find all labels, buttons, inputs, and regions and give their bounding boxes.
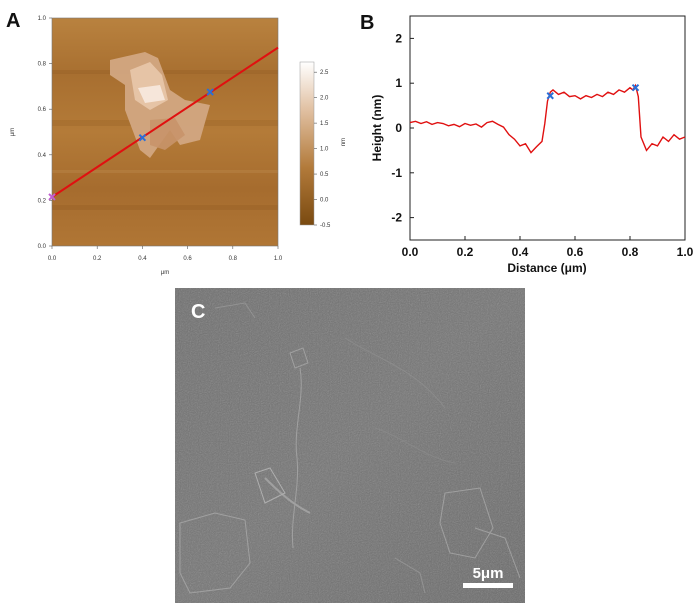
plot-frame: [409, 15, 686, 241]
colorbar-tick-label: 2.5: [320, 70, 329, 76]
afm-y-tick-label: 0.0: [38, 244, 47, 250]
panel-a: A: [0, 0, 360, 285]
afm-profile-line: [51, 46, 279, 198]
graphene-flakes: [110, 52, 210, 158]
afm-y-axis-label: μm: [10, 128, 16, 136]
scale-bar: [463, 583, 513, 588]
colorbar-tick-label: 1.0: [320, 147, 329, 153]
afm-y-tick-label: 0.2: [38, 198, 47, 204]
afm-x-tick-label: 0.4: [138, 256, 147, 262]
height-profile-chart: 0.0 0.2 0.4 0.6 0.8 1.0 2 1 0 -1 -2 Distance (μm)…: [370, 15, 694, 275]
y-tick-label: -1: [391, 166, 402, 180]
colorbar-tick-label: 2.0: [320, 96, 329, 102]
sem-wrinkle-features: [179, 302, 521, 594]
colorbar-tick-label: 1.5: [320, 121, 329, 127]
x-tick-label: 0.2: [457, 245, 474, 259]
afm-y-tick-label: 0.8: [38, 62, 47, 68]
colorbar-tick-label: -0.5: [320, 223, 331, 229]
afm-x-axis-label: μm: [161, 270, 169, 276]
profile-marker: [546, 92, 554, 100]
y-tick-label: 1: [395, 76, 402, 90]
y-tick-label: 2: [395, 31, 402, 45]
x-tick-label: 0.8: [622, 245, 639, 259]
x-tick-label: 0.0: [402, 245, 419, 259]
afm-profile-marker: [138, 133, 147, 142]
afm-y-tick-label: 1.0: [38, 16, 47, 22]
colorbar-tick-label: 0.0: [320, 198, 329, 204]
panel-a-letter: A: [6, 10, 21, 32]
colorbar: [299, 61, 315, 226]
afm-x-tick-label: 0.6: [183, 256, 192, 262]
panel-c: C 5μm: [175, 288, 525, 603]
afm-x-tick-label: 1.0: [274, 256, 283, 262]
afm-height-map: 0.0 0.2 0.4 0.6 0.8 1.0 0.0 0.2 0.4 0.6 0.8 1.0 μm…: [10, 16, 347, 276]
x-tick-label: 1.0: [677, 245, 694, 259]
panel-b-letter: B: [360, 12, 375, 34]
y-tick-label: 0: [395, 121, 402, 135]
afm-y-tick-label: 0.6: [38, 107, 47, 113]
height-profile-line: [409, 83, 686, 154]
afm-profile-marker: [206, 88, 214, 96]
x-axis-label: Distance (μm): [507, 261, 586, 275]
panel-b: B 0.0 0.2 0.4 0.6 0.8 1.0 2 1 0 -1 -2 Distance (μ…: [355, 0, 695, 285]
y-axis-label: Height (nm): [370, 95, 384, 162]
colorbar-unit-label: nm: [341, 138, 347, 146]
scale-bar-label: 5μm: [473, 565, 504, 582]
profile-marker: [631, 83, 640, 92]
y-tick-label: -2: [391, 211, 402, 225]
x-tick-label: 0.6: [567, 245, 584, 259]
afm-x-tick-label: 0.2: [93, 256, 102, 262]
colorbar-tick-label: 0.5: [320, 172, 329, 178]
panel-c-letter: C: [191, 301, 205, 323]
afm-profile-marker: [48, 193, 56, 201]
sem-image: C 5μm: [175, 288, 525, 603]
afm-x-tick-label: 0.8: [229, 256, 238, 262]
afm-x-tick-label: 0.0: [48, 256, 57, 262]
afm-y-tick-label: 0.4: [38, 153, 47, 159]
x-tick-label: 0.4: [512, 245, 529, 259]
